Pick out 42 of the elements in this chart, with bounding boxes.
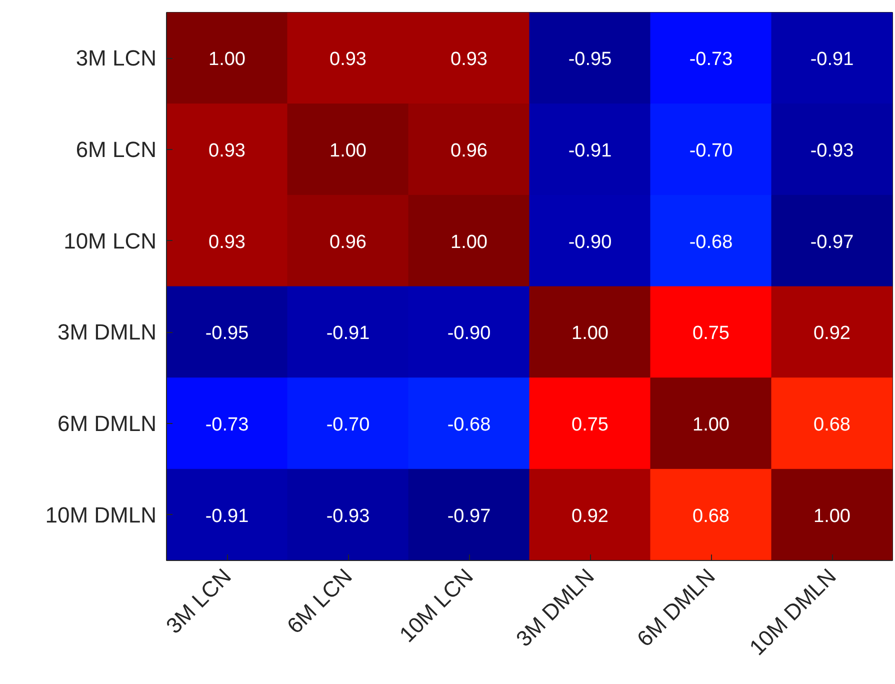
- data-label: 0.75: [692, 323, 730, 344]
- data-label: -0.93: [326, 506, 370, 527]
- data-label: 0.92: [814, 323, 850, 344]
- data-label: 1.00: [572, 323, 608, 344]
- data-label: 0.93: [208, 140, 246, 162]
- y-tick-label: 3M LCN: [76, 46, 157, 71]
- data-label: 1.00: [450, 232, 488, 253]
- data-label: -0.95: [205, 323, 249, 344]
- data-label: 0.92: [572, 506, 608, 527]
- data-label: 0.68: [692, 506, 730, 527]
- data-label: -0.97: [447, 506, 491, 527]
- data-label: 1.00: [814, 506, 850, 527]
- data-label: -0.97: [810, 232, 854, 253]
- y-tick-label: 10M LCN: [64, 228, 156, 254]
- data-label: 0.96: [330, 232, 366, 253]
- data-label: 0.68: [814, 414, 850, 436]
- data-label: 0.93: [208, 232, 246, 253]
- y-tick-label: 6M LCN: [76, 137, 157, 162]
- data-label: -0.90: [447, 323, 491, 344]
- data-label: 1.00: [208, 49, 246, 70]
- y-tick-label: 3M DMLN: [57, 320, 157, 345]
- data-label: 0.96: [450, 140, 488, 162]
- y-tick-label: 10M DMLN: [45, 502, 157, 528]
- data-label: 0.93: [450, 49, 488, 70]
- data-label: -0.91: [810, 49, 854, 70]
- data-label: -0.73: [205, 414, 249, 436]
- data-label: -0.91: [326, 323, 370, 344]
- data-label: -0.91: [568, 140, 612, 162]
- data-label: -0.68: [447, 414, 491, 436]
- data-label: 0.75: [572, 414, 608, 436]
- data-label: -0.90: [568, 232, 612, 253]
- y-tick-label: 6M DMLN: [57, 411, 157, 436]
- data-label: -0.73: [689, 49, 733, 70]
- data-label: -0.70: [689, 140, 733, 162]
- data-label: -0.91: [205, 506, 249, 527]
- data-label: 0.93: [330, 49, 366, 70]
- data-label: 1.00: [692, 414, 730, 436]
- data-label: -0.93: [810, 140, 854, 162]
- data-label: -0.68: [689, 232, 733, 253]
- data-label: -0.70: [326, 414, 370, 436]
- data-label: -0.95: [568, 49, 612, 70]
- data-label: 1.00: [330, 140, 366, 162]
